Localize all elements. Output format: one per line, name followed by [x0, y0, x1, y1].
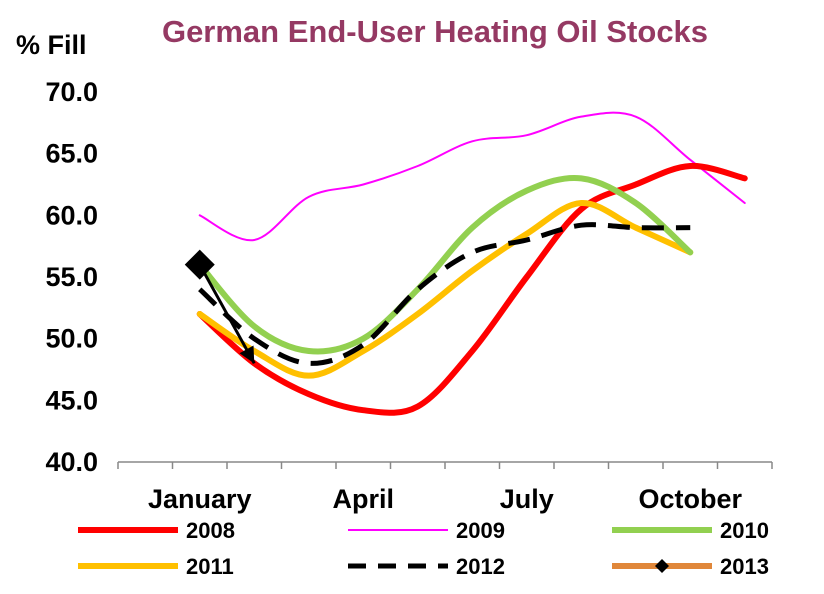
y-tick-label: 65.0	[45, 139, 98, 169]
y-tick-label: 50.0	[45, 324, 98, 354]
legend-item-2010: 2010	[612, 518, 769, 543]
legend-label: 2009	[456, 518, 505, 543]
x-tick-labels: January April July October	[148, 484, 743, 514]
legend-label: 2013	[720, 554, 769, 579]
legend-item-2009: 2009	[348, 518, 505, 543]
legend-label: 2012	[456, 554, 505, 579]
y-tick-label: 70.0	[45, 77, 98, 107]
series-2009-line	[198, 111, 746, 242]
legend-item-2008: 2008	[78, 518, 235, 543]
legend-marker	[655, 559, 669, 573]
legend-label: 2008	[186, 518, 235, 543]
series-2010-line	[196, 174, 694, 355]
series-2013-arrowhead	[239, 345, 255, 364]
series-2011-line	[196, 200, 694, 379]
y-tick-label: 60.0	[45, 200, 98, 230]
y-tick-label: 45.0	[45, 385, 98, 415]
x-axis	[117, 461, 773, 469]
legend: 2008 2009 2010 2011 2012 2013	[78, 518, 769, 579]
x-tick-label: October	[638, 484, 742, 514]
x-tick-label: July	[500, 484, 554, 514]
series-2013-point	[184, 249, 215, 280]
chart-title: German End-User Heating Oil Stocks	[162, 14, 708, 49]
legend-label: 2010	[720, 518, 769, 543]
y-tick-label: 40.0	[45, 447, 98, 477]
legend-item-2013: 2013	[612, 554, 769, 579]
y-tick-labels: 40.0 45.0 50.0 55.0 60.0 65.0 70.0	[45, 77, 98, 477]
legend-item-2011: 2011	[78, 554, 234, 579]
x-tick-label: April	[332, 484, 394, 514]
series-2008-line	[196, 162, 748, 416]
y-axis-label: % Fill	[16, 30, 87, 60]
y-tick-label: 55.0	[45, 262, 98, 292]
legend-item-2012: 2012	[348, 554, 505, 579]
series-lines	[184, 111, 748, 416]
x-tick-label: January	[148, 484, 252, 514]
series-2013-line	[198, 263, 256, 365]
legend-label: 2011	[186, 554, 234, 579]
